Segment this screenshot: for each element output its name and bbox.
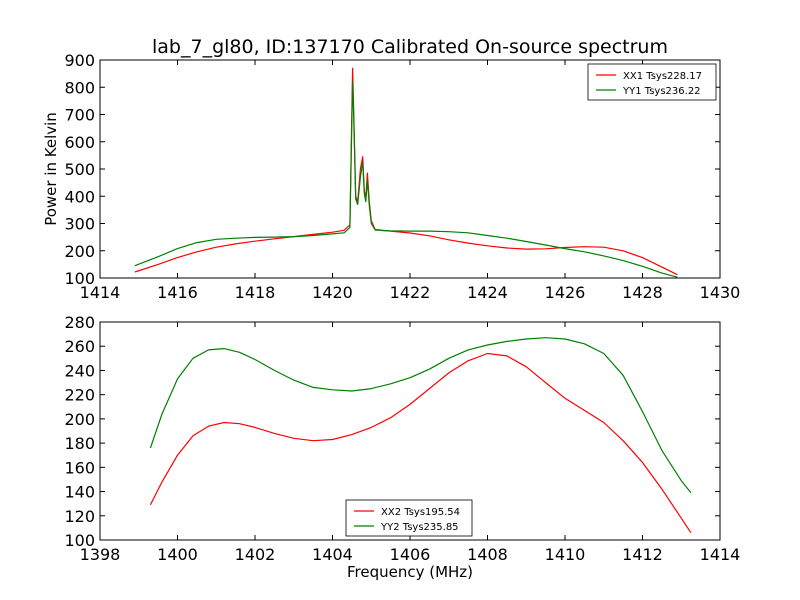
y-tick-label: 120 [64, 507, 95, 526]
x-tick-label: 1414 [700, 545, 741, 564]
x-tick-label: 1428 [622, 283, 663, 302]
x-tick-label: 1414 [80, 283, 121, 302]
x-tick-label: 1420 [312, 283, 353, 302]
x-tick-label: 1422 [390, 283, 431, 302]
y-tick-label: 140 [64, 483, 95, 502]
x-tick-label: 1416 [157, 283, 198, 302]
y-tick-label: 800 [64, 78, 95, 97]
series-line-2-2 [149, 337, 692, 494]
x-tick-label: 1400 [157, 545, 198, 564]
y-tick-label: 200 [64, 242, 95, 261]
y-tick-label: 220 [64, 386, 95, 405]
legend-box [587, 63, 717, 101]
x-tick-label: 1398 [80, 545, 121, 564]
y-tick-label: 600 [64, 133, 95, 152]
x-axis-label: Frequency (MHz) [347, 563, 473, 581]
y-tick-label: 400 [64, 187, 95, 206]
legend-label: YY2 Tsys235.85 [380, 522, 459, 533]
series-line-2-1 [149, 352, 692, 534]
y-tick-label: 160 [64, 458, 95, 477]
y-tick-label: 280 [64, 313, 95, 332]
y-tick-label: 240 [64, 361, 95, 380]
plot-bottom: 1398 1400 1402 1404 1406 1408 1410 1412 1414 100 1… [64, 313, 740, 564]
legend-label: XX2 Tsys195.54 [381, 507, 460, 518]
x-tick-label: 1424 [467, 283, 508, 302]
plot-top: 1414 1416 1418 1420 1422 1424 1426 1428 1430 100 2… [64, 51, 740, 302]
y-tick-label: 180 [64, 434, 95, 453]
x-tick-label: 1406 [390, 545, 431, 564]
x-tick-label: 1418 [235, 283, 276, 302]
chart-title: lab_7_gl80, ID:137170 Calibrated On-sour… [152, 36, 668, 58]
y-tick-label: 260 [64, 337, 95, 356]
y-axis-label: Power in Kelvin [42, 112, 60, 226]
legend: XX1 Tsys228.17 YY1 Tsys236.22 [587, 63, 717, 101]
y-tick-label: 100 [64, 269, 95, 288]
legend-box [345, 499, 473, 537]
y-tick-label: 500 [64, 160, 95, 179]
y-tick-label: 100 [64, 531, 95, 550]
y-tick-label: 200 [64, 410, 95, 429]
y-tick-label: 900 [64, 51, 95, 70]
y-tick-label: 700 [64, 106, 95, 125]
x-tick-label: 1408 [467, 545, 508, 564]
legend: XX2 Tsys195.54 YY2 Tsys235.85 [345, 499, 473, 537]
x-tick-label: 1412 [622, 545, 663, 564]
y-tick-label: 300 [64, 215, 95, 234]
legend-label: YY1 Tsys236.22 [622, 86, 701, 97]
x-tick-label: 1410 [545, 545, 586, 564]
series-line-1-2 [134, 81, 678, 278]
x-tick-label: 1430 [700, 283, 741, 302]
x-tick-label: 1404 [312, 545, 353, 564]
x-tick-label: 1402 [235, 545, 276, 564]
x-tick-label: 1426 [545, 283, 586, 302]
legend-label: XX1 Tsys228.17 [623, 71, 702, 82]
